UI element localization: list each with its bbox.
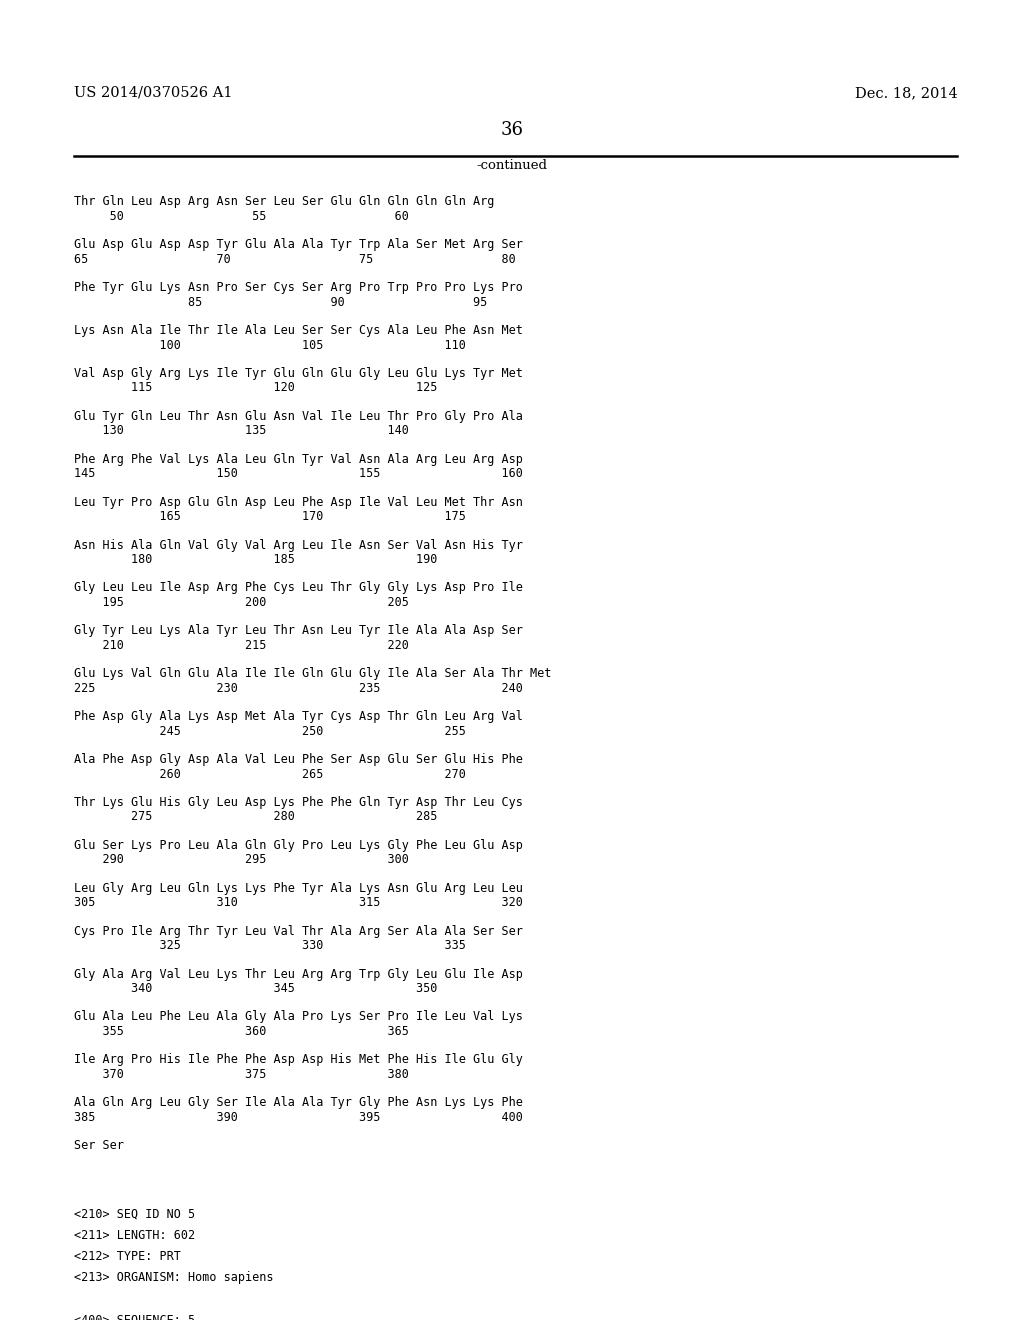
Text: 305                 310                 315                 320: 305 310 315 320 [74,896,522,909]
Text: 340                 345                 350: 340 345 350 [74,982,437,995]
Text: Cys Pro Ile Arg Thr Tyr Leu Val Thr Ala Arg Ser Ala Ala Ser Ser: Cys Pro Ile Arg Thr Tyr Leu Val Thr Ala … [74,924,522,937]
Text: 290                 295                 300: 290 295 300 [74,854,409,866]
Text: 210                 215                 220: 210 215 220 [74,639,409,652]
Text: Ala Gln Arg Leu Gly Ser Ile Ala Ala Tyr Gly Phe Asn Lys Lys Phe: Ala Gln Arg Leu Gly Ser Ile Ala Ala Tyr … [74,1096,522,1109]
Text: Ala Phe Asp Gly Asp Ala Val Leu Phe Ser Asp Glu Ser Glu His Phe: Ala Phe Asp Gly Asp Ala Val Leu Phe Ser … [74,752,522,766]
Text: Glu Ala Leu Phe Leu Ala Gly Ala Pro Lys Ser Pro Ile Leu Val Lys: Glu Ala Leu Phe Leu Ala Gly Ala Pro Lys … [74,1011,522,1023]
Text: Glu Ser Lys Pro Leu Ala Gln Gly Pro Leu Lys Gly Phe Leu Glu Asp: Glu Ser Lys Pro Leu Ala Gln Gly Pro Leu … [74,840,522,851]
Text: 130                 135                 140: 130 135 140 [74,425,409,437]
Text: 260                 265                 270: 260 265 270 [74,768,466,780]
Text: <400> SEQUENCE: 5: <400> SEQUENCE: 5 [74,1313,195,1320]
Text: Ser Ser: Ser Ser [74,1139,124,1152]
Text: Leu Tyr Pro Asp Glu Gln Asp Leu Phe Asp Ile Val Leu Met Thr Asn: Leu Tyr Pro Asp Glu Gln Asp Leu Phe Asp … [74,496,522,508]
Text: Phe Tyr Glu Lys Asn Pro Ser Cys Ser Arg Pro Trp Pro Pro Lys Pro: Phe Tyr Glu Lys Asn Pro Ser Cys Ser Arg … [74,281,522,294]
Text: Gly Leu Leu Ile Asp Arg Phe Cys Leu Thr Gly Gly Lys Asp Pro Ile: Gly Leu Leu Ile Asp Arg Phe Cys Leu Thr … [74,581,522,594]
Text: US 2014/0370526 A1: US 2014/0370526 A1 [74,86,232,100]
Text: 36: 36 [501,121,523,140]
Text: 165                 170                 175: 165 170 175 [74,511,466,523]
Text: Glu Asp Glu Asp Asp Tyr Glu Ala Ala Tyr Trp Ala Ser Met Arg Ser: Glu Asp Glu Asp Asp Tyr Glu Ala Ala Tyr … [74,238,522,251]
Text: Thr Lys Glu His Gly Leu Asp Lys Phe Phe Gln Tyr Asp Thr Leu Cys: Thr Lys Glu His Gly Leu Asp Lys Phe Phe … [74,796,522,809]
Text: Val Asp Gly Arg Lys Ile Tyr Glu Gln Glu Gly Leu Glu Lys Tyr Met: Val Asp Gly Arg Lys Ile Tyr Glu Gln Glu … [74,367,522,380]
Text: Dec. 18, 2014: Dec. 18, 2014 [855,86,957,100]
Text: Glu Lys Val Gln Glu Ala Ile Ile Gln Glu Gly Ile Ala Ser Ala Thr Met: Glu Lys Val Gln Glu Ala Ile Ile Gln Glu … [74,668,551,680]
Text: 245                 250                 255: 245 250 255 [74,725,466,738]
Text: Gly Ala Arg Val Leu Lys Thr Leu Arg Arg Trp Gly Leu Glu Ile Asp: Gly Ala Arg Val Leu Lys Thr Leu Arg Arg … [74,968,522,981]
Text: 385                 390                 395                 400: 385 390 395 400 [74,1111,522,1123]
Text: 115                 120                 125: 115 120 125 [74,381,437,395]
Text: <211> LENGTH: 602: <211> LENGTH: 602 [74,1229,195,1242]
Text: Ile Arg Pro His Ile Phe Phe Asp Asp His Met Phe His Ile Glu Gly: Ile Arg Pro His Ile Phe Phe Asp Asp His … [74,1053,522,1067]
Text: 225                 230                 235                 240: 225 230 235 240 [74,682,522,694]
Text: 325                 330                 335: 325 330 335 [74,940,466,952]
Text: Phe Asp Gly Ala Lys Asp Met Ala Tyr Cys Asp Thr Gln Leu Arg Val: Phe Asp Gly Ala Lys Asp Met Ala Tyr Cys … [74,710,522,723]
Text: 65                  70                  75                  80: 65 70 75 80 [74,253,515,265]
Text: Glu Tyr Gln Leu Thr Asn Glu Asn Val Ile Leu Thr Pro Gly Pro Ala: Glu Tyr Gln Leu Thr Asn Glu Asn Val Ile … [74,409,522,422]
Text: 355                 360                 365: 355 360 365 [74,1026,409,1038]
Text: 195                 200                 205: 195 200 205 [74,597,409,609]
Text: 370                 375                 380: 370 375 380 [74,1068,409,1081]
Text: <212> TYPE: PRT: <212> TYPE: PRT [74,1250,180,1263]
Text: Lys Asn Ala Ile Thr Ile Ala Leu Ser Ser Cys Ala Leu Phe Asn Met: Lys Asn Ala Ile Thr Ile Ala Leu Ser Ser … [74,325,522,337]
Text: 275                 280                 285: 275 280 285 [74,810,437,824]
Text: 100                 105                 110: 100 105 110 [74,339,466,351]
Text: 85                  90                  95: 85 90 95 [74,296,487,309]
Text: 50                  55                  60: 50 55 60 [74,210,409,223]
Text: <210> SEQ ID NO 5: <210> SEQ ID NO 5 [74,1208,195,1221]
Text: 180                 185                 190: 180 185 190 [74,553,437,566]
Text: Leu Gly Arg Leu Gln Lys Lys Phe Tyr Ala Lys Asn Glu Arg Leu Leu: Leu Gly Arg Leu Gln Lys Lys Phe Tyr Ala … [74,882,522,895]
Text: <213> ORGANISM: Homo sapiens: <213> ORGANISM: Homo sapiens [74,1271,273,1284]
Text: 145                 150                 155                 160: 145 150 155 160 [74,467,522,480]
Text: Asn His Ala Gln Val Gly Val Arg Leu Ile Asn Ser Val Asn His Tyr: Asn His Ala Gln Val Gly Val Arg Leu Ile … [74,539,522,552]
Text: Thr Gln Leu Asp Arg Asn Ser Leu Ser Glu Gln Gln Gln Gln Arg: Thr Gln Leu Asp Arg Asn Ser Leu Ser Glu … [74,195,495,209]
Text: Gly Tyr Leu Lys Ala Tyr Leu Thr Asn Leu Tyr Ile Ala Ala Asp Ser: Gly Tyr Leu Lys Ala Tyr Leu Thr Asn Leu … [74,624,522,638]
Text: -continued: -continued [476,158,548,172]
Text: Phe Arg Phe Val Lys Ala Leu Gln Tyr Val Asn Ala Arg Leu Arg Asp: Phe Arg Phe Val Lys Ala Leu Gln Tyr Val … [74,453,522,466]
